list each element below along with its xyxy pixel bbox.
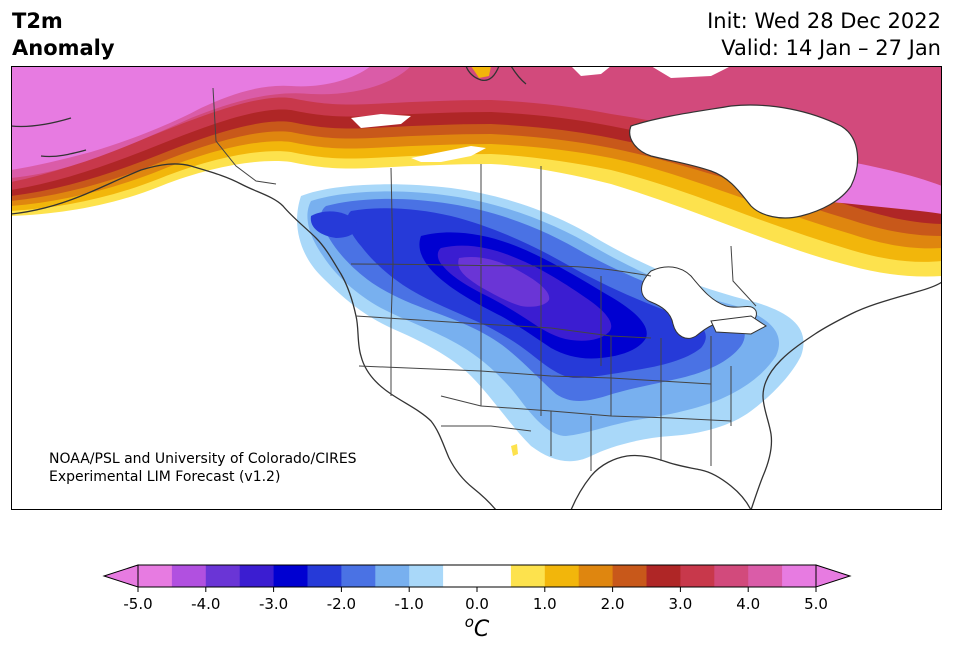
colorbar-tick-label: -3.0 (259, 595, 288, 613)
colorbar-cell (171, 565, 207, 587)
colorbar-tick-label: 1.0 (533, 595, 557, 613)
colorbar-cell (510, 565, 546, 587)
colorbar-extend-low (102, 564, 139, 588)
colorbar-tick-label: -2.0 (327, 595, 356, 613)
colorbar-cell (477, 565, 512, 587)
colorbar-ticks: -5.0 -4.0 -3.0 -2.0 -1.0 0.0 1.0 2.0 3.0 4.0 5.0 (123, 587, 828, 613)
unit-superscript: o (465, 613, 474, 631)
colorbar-cell (714, 565, 749, 587)
colorbar-cell (646, 565, 681, 587)
colorbar-tick-label: -1.0 (395, 595, 424, 613)
colorbar: -5.0 -4.0 -3.0 -2.0 -1.0 0.0 1.0 2.0 3.0 4.0 5.0 o… (102, 564, 852, 642)
init-date: Init: Wed 28 Dec 2022 (707, 9, 941, 33)
colorbar-tick-label: -4.0 (191, 595, 220, 613)
colorbar-cell (239, 565, 274, 587)
colorbar-tick-label: 3.0 (668, 595, 692, 613)
colorbar-cell (138, 565, 173, 587)
colorbar-unit-label: oC (465, 613, 490, 642)
colorbar-cell (544, 565, 580, 587)
colorbar-tick-label: 5.0 (804, 595, 828, 613)
colorbar-cell (205, 565, 241, 587)
cold-anomaly-region (297, 184, 804, 462)
colorbar-tick-label: 2.0 (601, 595, 625, 613)
colorbar-tick-label: 0.0 (465, 595, 489, 613)
colorbar-cell (375, 565, 410, 587)
colorbar-cell (307, 565, 342, 587)
unit-letter: C (474, 617, 490, 642)
colorbar-cell (341, 565, 376, 587)
colorbar-tick-label: -5.0 (123, 595, 152, 613)
credit-line-2: Experimental LIM Forecast (v1.2) (49, 469, 280, 485)
colorbar-cell (782, 565, 817, 587)
colorbar-cell (409, 565, 444, 587)
title-line-1: T2m (12, 9, 63, 33)
colorbar-tick-label: 4.0 (736, 595, 760, 613)
title-line-2: Anomaly (12, 36, 115, 60)
colorbar-cell (273, 565, 308, 587)
colorbar-cell (578, 565, 613, 587)
colorbar-cell (443, 565, 478, 587)
coastlines (11, 66, 942, 510)
colorbar-extend-high (815, 564, 852, 588)
colorbar-cell (748, 565, 783, 587)
colorbar-cell (680, 565, 715, 587)
valid-period: Valid: 14 Jan – 27 Jan (721, 36, 941, 60)
map-title: T2m Anomaly (12, 8, 115, 62)
forecast-dates: Init: Wed 28 Dec 2022 Valid: 14 Jan – 27… (707, 8, 941, 62)
political-borders (212, 87, 757, 471)
colorbar-cells (102, 564, 852, 588)
anomaly-map: NOAA/PSL and University of Colorado/CIRE… (11, 66, 942, 510)
credit-line-1: NOAA/PSL and University of Colorado/CIRE… (49, 451, 357, 467)
colorbar-cell (612, 565, 647, 587)
water-bodies (351, 66, 859, 339)
